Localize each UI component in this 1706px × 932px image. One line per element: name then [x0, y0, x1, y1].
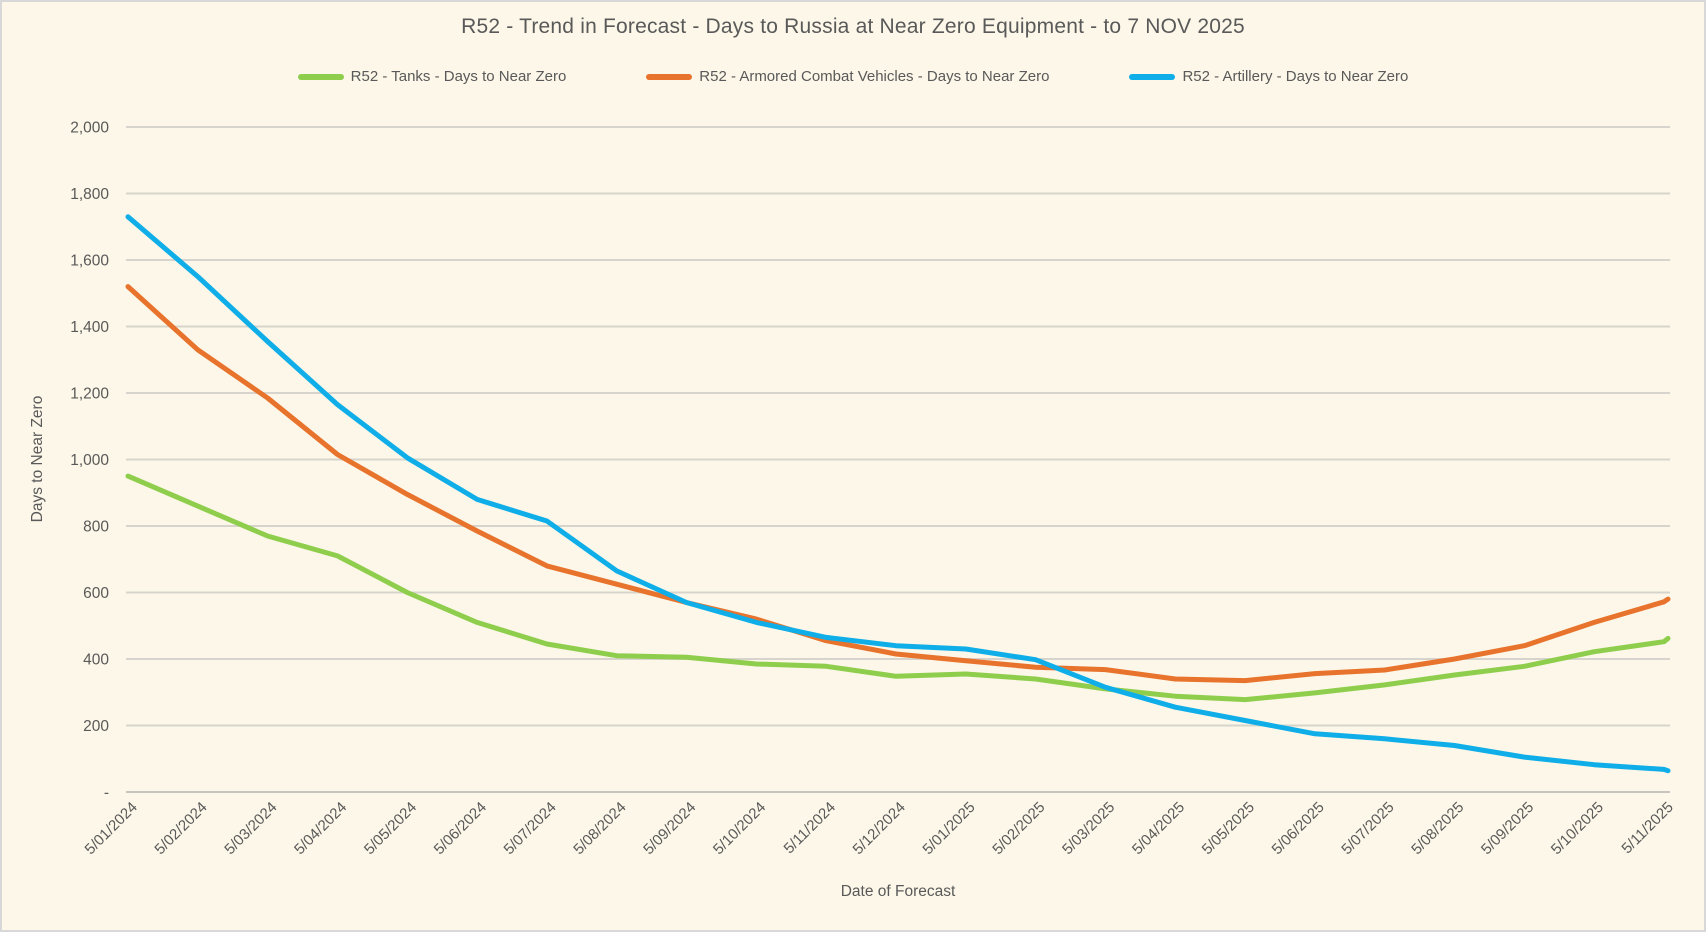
y-tick-label-200: 200: [83, 718, 109, 735]
y-axis-title: Days to Near Zero: [29, 396, 46, 523]
series-line-armored-combat-vehicles[interactable]: [125, 284, 1671, 684]
legend-label-artillery: R52 - Artillery - Days to Near Zero: [1182, 68, 1409, 85]
legend-label-armored-combat-vehicles: R52 - Armored Combat Vehicles - Days to …: [699, 68, 1050, 85]
y-tick-label-1200: 1,200: [70, 386, 109, 403]
y-tick-label-0: -: [104, 785, 109, 802]
x-tick-label-9: 5/10/2024: [710, 799, 769, 858]
x-tick-label-7: 5/08/2024: [570, 799, 629, 858]
x-tick-label-20: 5/09/2025: [1478, 799, 1537, 858]
x-tick-label-5: 5/06/2024: [431, 799, 490, 858]
x-tick-label-1: 5/02/2024: [151, 799, 210, 858]
x-tick-label-4: 5/05/2024: [361, 799, 420, 858]
legend-item-artillery[interactable]: R52 - Artillery - Days to Near Zero: [1129, 68, 1408, 85]
x-tick-label-19: 5/08/2025: [1408, 799, 1467, 858]
x-tick-label-6: 5/07/2024: [501, 799, 560, 858]
y-tick-label-2000: 2,000: [70, 120, 109, 137]
x-tick-label-21: 5/10/2025: [1548, 799, 1607, 858]
y-tick-label-400: 400: [83, 652, 109, 669]
x-tick-label-0: 5/01/2024: [82, 799, 141, 858]
y-tick-label-1400: 1,400: [70, 319, 109, 336]
x-tick-label-17: 5/06/2025: [1269, 799, 1328, 858]
legend-swatch-artillery-icon: [1129, 73, 1176, 80]
legend-swatch-armored-combat-vehicles-icon: [646, 73, 693, 80]
legend-swatch-tanks-icon: [297, 73, 344, 80]
x-tick-label-12: 5/01/2025: [919, 799, 978, 858]
chart-title: R52 - Trend in Forecast - Days to Russia…: [461, 15, 1245, 38]
x-tick-label-11: 5/12/2024: [850, 799, 909, 858]
legend-item-tanks[interactable]: R52 - Tanks - Days to Near Zero: [297, 68, 567, 85]
x-tick-label-2: 5/03/2024: [221, 799, 280, 858]
y-tick-label-800: 800: [83, 519, 109, 536]
x-axis-title: Date of Forecast: [841, 883, 956, 900]
x-tick-label-22: 5/11/2025: [1618, 799, 1676, 857]
series-line-artillery[interactable]: [125, 214, 1671, 774]
x-tick-label-3: 5/04/2024: [291, 799, 350, 858]
x-tick-label-14: 5/03/2025: [1059, 799, 1118, 858]
y-tick-label-1000: 1,000: [70, 452, 109, 469]
x-tick-label-13: 5/02/2025: [989, 799, 1048, 858]
series-line-tanks[interactable]: [125, 473, 1671, 703]
y-tick-label-600: 600: [83, 585, 109, 602]
legend-label-tanks: R52 - Tanks - Days to Near Zero: [350, 68, 567, 85]
legend-item-armored-combat-vehicles[interactable]: R52 - Armored Combat Vehicles - Days to …: [646, 68, 1049, 85]
x-tick-label-16: 5/05/2025: [1199, 799, 1258, 858]
chart-legend: R52 - Tanks - Days to Near Zero R52 - Ar…: [2, 68, 1704, 85]
x-tick-label-10: 5/11/2024: [781, 799, 839, 857]
y-tick-label-1800: 1,800: [70, 186, 109, 203]
x-tick-label-18: 5/07/2025: [1338, 799, 1397, 858]
x-tick-label-15: 5/04/2025: [1129, 799, 1188, 858]
x-tick-label-8: 5/09/2024: [640, 799, 699, 858]
y-tick-label-1600: 1,600: [70, 253, 109, 270]
